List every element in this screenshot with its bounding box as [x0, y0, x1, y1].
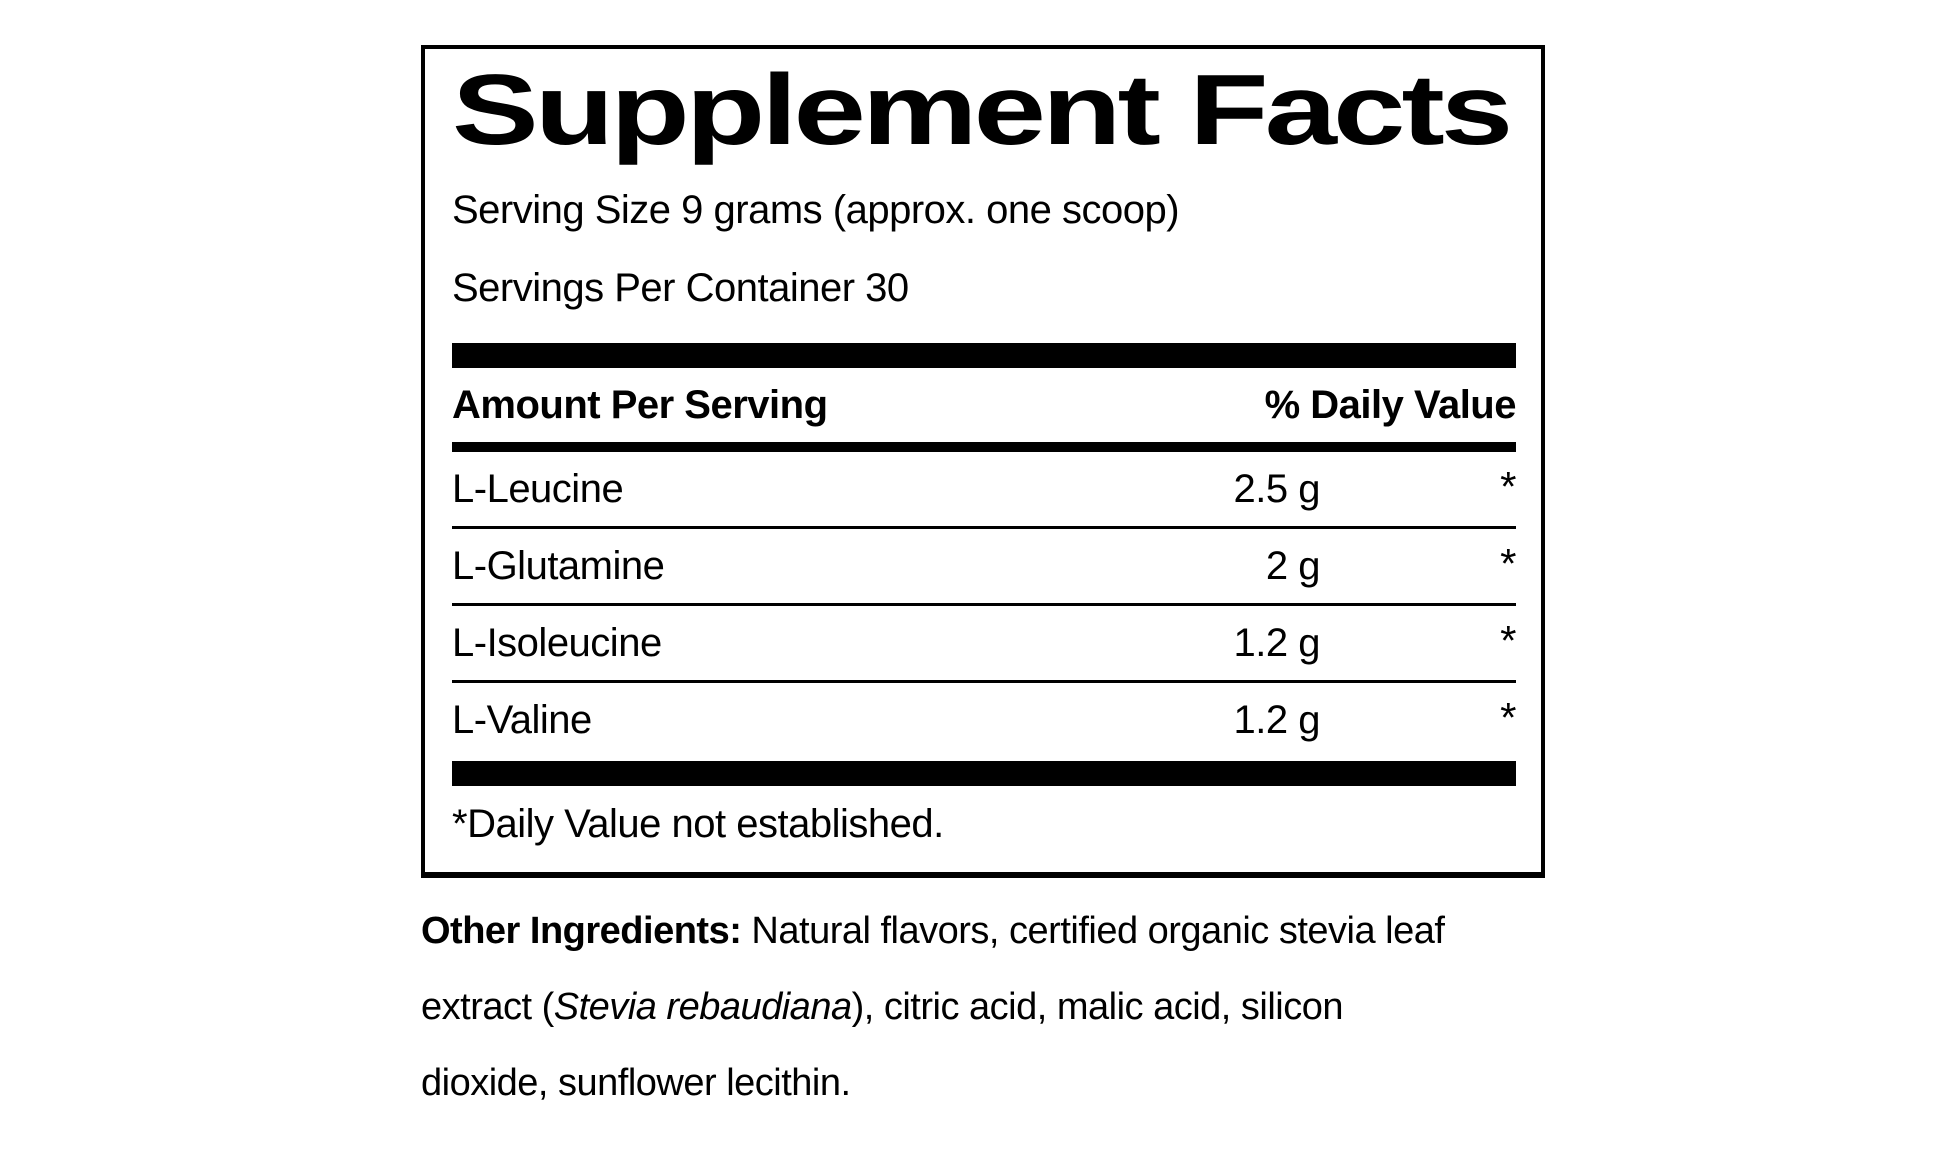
- serving-size-text: Serving Size 9 grams (approx. one scoop): [452, 188, 1180, 232]
- table-row: L-Valine 1.2 g *: [452, 683, 1517, 757]
- daily-value-asterisk: *: [1500, 540, 1516, 587]
- daily-value-asterisk: *: [1500, 694, 1516, 741]
- ingredient-amount: 1.2 g: [1233, 620, 1321, 665]
- daily-value-asterisk: *: [1500, 463, 1516, 510]
- column-header-amount-per-serving: Amount Per Serving: [452, 382, 828, 427]
- servings-per-container-text: Servings Per Container 30: [452, 266, 909, 310]
- separator-bar-medium: [452, 442, 1516, 452]
- daily-value-asterisk: *: [1500, 617, 1516, 664]
- other-ingredients-line-1: Other Ingredients: Natural flavors, cert…: [421, 893, 1445, 969]
- ingredient-amount: 2 g: [1265, 543, 1321, 588]
- row-divider: [452, 603, 1516, 606]
- other-ingredients-line-2: extract (Stevia rebaudiana), citric acid…: [421, 969, 1444, 1045]
- other-ingredients-text: ), citric acid, malic acid, silicon: [851, 986, 1344, 1028]
- ingredient-amount: 1.2 g: [1233, 697, 1321, 742]
- ingredient-name: L-Isoleucine: [452, 620, 662, 665]
- separator-bar-thick-bottom: [452, 761, 1516, 786]
- ingredient-amount: 2.5 g: [1233, 466, 1321, 511]
- serving-info: Serving Size 9 grams (approx. one scoop)…: [452, 171, 1516, 327]
- ingredient-name: L-Leucine: [452, 466, 624, 511]
- other-ingredients-line-3: dioxide, sunflower lecithin.: [421, 1062, 851, 1104]
- table-row: L-Isoleucine 1.2 g *: [452, 606, 1517, 680]
- table-row: L-Glutamine 2 g *: [452, 529, 1517, 603]
- other-ingredients-text: extract (: [421, 986, 554, 1028]
- row-divider: [452, 680, 1516, 683]
- daily-value-footnote: *Daily Value not established.: [452, 802, 944, 846]
- column-header-daily-value: % Daily Value: [1264, 382, 1517, 427]
- row-divider: [452, 526, 1516, 529]
- ingredient-table: L-Leucine 2.5 g * L-Glutamine 2 g * L-Is…: [452, 452, 1517, 757]
- other-ingredients-paragraph: Other Ingredients: Natural flavors, cert…: [421, 893, 1445, 1121]
- panel-title: Supplement Facts: [452, 54, 1513, 166]
- ingredient-name: L-Valine: [452, 697, 592, 742]
- table-row: L-Leucine 2.5 g *: [452, 452, 1517, 526]
- other-ingredients-heading: Other Ingredients:: [421, 910, 742, 952]
- other-ingredients-text: Natural flavors, certified organic stevi…: [741, 910, 1445, 952]
- botanical-name-italic: Stevia rebaudiana: [553, 986, 852, 1028]
- separator-bar-thick-top: [452, 343, 1516, 368]
- ingredient-name: L-Glutamine: [452, 543, 665, 588]
- table-header-row: Amount Per Serving % Daily Value: [452, 368, 1517, 442]
- supplement-facts-panel: Supplement Facts Serving Size 9 grams (a…: [421, 45, 1545, 878]
